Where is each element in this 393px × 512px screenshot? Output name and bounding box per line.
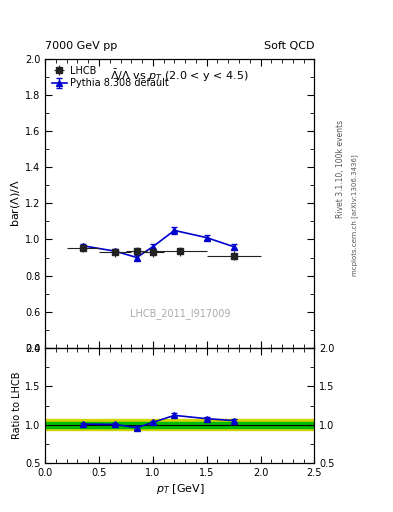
Text: 7000 GeV pp: 7000 GeV pp <box>45 41 118 51</box>
X-axis label: $p_T$ [GeV]: $p_T$ [GeV] <box>156 482 204 497</box>
Y-axis label: Ratio to LHCB: Ratio to LHCB <box>12 372 22 439</box>
Text: Rivet 3.1.10, 100k events: Rivet 3.1.10, 100k events <box>336 120 345 218</box>
Bar <box>45 419 314 430</box>
Text: LHCB_2011_I917009: LHCB_2011_I917009 <box>130 308 230 318</box>
Text: mcplots.cern.ch [arXiv:1306.3436]: mcplots.cern.ch [arXiv:1306.3436] <box>352 154 358 276</box>
Bar <box>45 422 314 428</box>
Y-axis label: bar($\Lambda$)/$\Lambda$: bar($\Lambda$)/$\Lambda$ <box>9 179 22 227</box>
Text: Soft QCD: Soft QCD <box>264 41 314 51</box>
Legend: LHCB, Pythia 8.308 default: LHCB, Pythia 8.308 default <box>49 63 172 91</box>
Text: $\bar{\Lambda}/\Lambda$ vs $p_T$ (2.0 < y < 4.5): $\bar{\Lambda}/\Lambda$ vs $p_T$ (2.0 < … <box>110 68 249 84</box>
